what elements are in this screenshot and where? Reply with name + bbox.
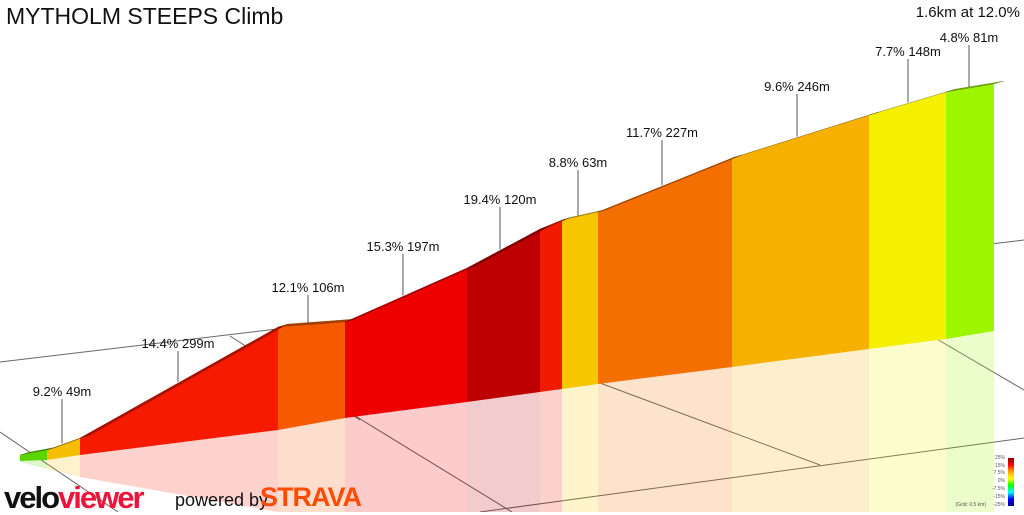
segment-shadow xyxy=(20,460,47,469)
veloviewer-logo[interactable]: veloviewer xyxy=(4,480,145,515)
segment-label: 7.7% 148m xyxy=(875,44,941,59)
grid-line xyxy=(934,337,1024,391)
segment-top-shade xyxy=(80,324,288,438)
segment-shadow xyxy=(47,455,80,477)
segment-label: 4.8% 81m xyxy=(940,30,999,45)
segment-top-shade xyxy=(47,435,90,450)
segment-label: 15.3% 197m xyxy=(367,239,440,254)
grid-line xyxy=(351,413,513,512)
segment-shadow xyxy=(732,349,869,512)
page-title: MYTHOLM STEEPS Climb xyxy=(6,3,284,29)
grid-line xyxy=(479,437,1024,512)
strava-logo[interactable]: STRAVA xyxy=(260,482,362,512)
segment-face xyxy=(20,450,47,461)
climb-summary: 1.6km at 12.0% xyxy=(915,4,1020,21)
gradient-color-bar xyxy=(1008,458,1014,506)
segment-face xyxy=(562,212,598,389)
segment-shadow xyxy=(946,331,994,512)
legend-tick: -7.5% xyxy=(991,486,1005,492)
segment-face xyxy=(47,438,80,460)
segment-label: 9.6% 246m xyxy=(764,79,830,94)
segment-face xyxy=(80,327,278,455)
segment-top-shade xyxy=(946,81,1004,92)
segment-label: 14.4% 299m xyxy=(142,336,215,351)
segment-top-shade xyxy=(598,155,742,212)
legend-tick: -15% xyxy=(993,494,1005,500)
segment-top-shade xyxy=(278,319,355,327)
segment-top-shade xyxy=(732,112,879,158)
segment-top xyxy=(945,80,1005,93)
logo-velo: velo xyxy=(4,480,60,515)
segment-shadow xyxy=(598,367,732,512)
segment-shadow xyxy=(278,418,345,512)
segment-label: 12.1% 106m xyxy=(272,280,345,295)
segment-face xyxy=(345,268,467,418)
legend-tick: 7.5% xyxy=(993,470,1005,476)
legend-tick: 15% xyxy=(994,463,1005,469)
segment-top-shade xyxy=(869,89,956,115)
segment-face xyxy=(869,92,946,349)
segment-face xyxy=(467,229,540,402)
segment-shadow xyxy=(345,402,467,512)
legend-tick: 25% xyxy=(994,455,1005,461)
legend-grid-note: (Grid: 0.5 km) xyxy=(955,502,986,508)
grid-line xyxy=(0,431,119,512)
segment-face xyxy=(598,158,732,384)
segment-label: 9.2% 49m xyxy=(33,384,92,399)
segment-shadow xyxy=(467,392,540,512)
segment-top-shade xyxy=(540,217,572,229)
segment-face xyxy=(946,84,994,339)
segment-shadow xyxy=(80,430,278,512)
gradient-legend: 25% 15% 7.5% 0% -7.5% -15% -25% (Grid: 0… xyxy=(954,456,1014,510)
legend-tick: -25% xyxy=(993,502,1005,508)
segment-shadow xyxy=(540,389,562,512)
segment-face xyxy=(540,220,562,392)
segment-shadow xyxy=(562,384,598,512)
segment-top-shade xyxy=(345,265,477,322)
segment-label: 11.7% 227m xyxy=(626,125,698,140)
segment-top-shade xyxy=(20,447,57,455)
segment-face xyxy=(278,322,345,430)
legend-tick: 0% xyxy=(997,478,1005,484)
segment-top-shade xyxy=(562,209,608,220)
segment-top-shade xyxy=(467,226,550,268)
segment-label: 19.4% 120m xyxy=(464,192,537,207)
segment-shadow xyxy=(869,339,946,512)
segment-label: 8.8% 63m xyxy=(549,155,608,170)
segment-face xyxy=(732,115,869,367)
logo-viewer: viewer xyxy=(58,480,145,515)
powered-by-text: powered by xyxy=(175,490,269,510)
grid-line xyxy=(599,382,821,466)
